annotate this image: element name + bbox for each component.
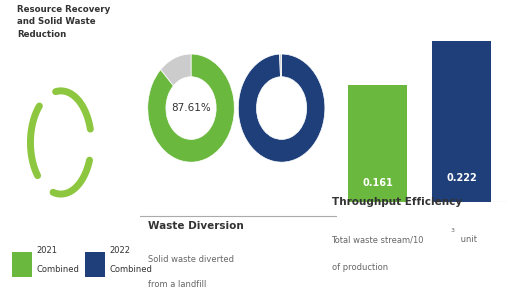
Text: 2021: 2021 — [37, 247, 58, 255]
Text: of production: of production — [332, 263, 387, 272]
Text: 0.222: 0.222 — [446, 173, 477, 183]
Text: 0.161: 0.161 — [362, 178, 393, 188]
Bar — [12, 252, 32, 277]
Text: 99.27%: 99.27% — [262, 103, 301, 113]
Text: Resource Recovery
and Solid Waste
Reduction: Resource Recovery and Solid Waste Reduct… — [18, 5, 111, 39]
Text: Throughput Efficiency: Throughput Efficiency — [332, 197, 462, 207]
Text: 87.61%: 87.61% — [171, 103, 211, 113]
Bar — [432, 41, 491, 202]
Text: 2022: 2022 — [110, 247, 131, 255]
Wedge shape — [161, 54, 191, 86]
Wedge shape — [280, 54, 282, 77]
Text: Total waste stream/10: Total waste stream/10 — [332, 235, 424, 244]
Bar — [348, 85, 407, 202]
Text: 3: 3 — [451, 228, 455, 233]
Text: Combined: Combined — [37, 265, 80, 274]
Text: Solid waste diverted: Solid waste diverted — [148, 255, 234, 264]
Wedge shape — [148, 54, 234, 162]
Bar — [85, 252, 105, 277]
Text: Combined: Combined — [110, 265, 153, 274]
Text: unit: unit — [458, 235, 477, 244]
Wedge shape — [238, 54, 325, 162]
Text: Waste Diversion: Waste Diversion — [148, 221, 243, 231]
Text: from a landfill: from a landfill — [148, 280, 206, 289]
